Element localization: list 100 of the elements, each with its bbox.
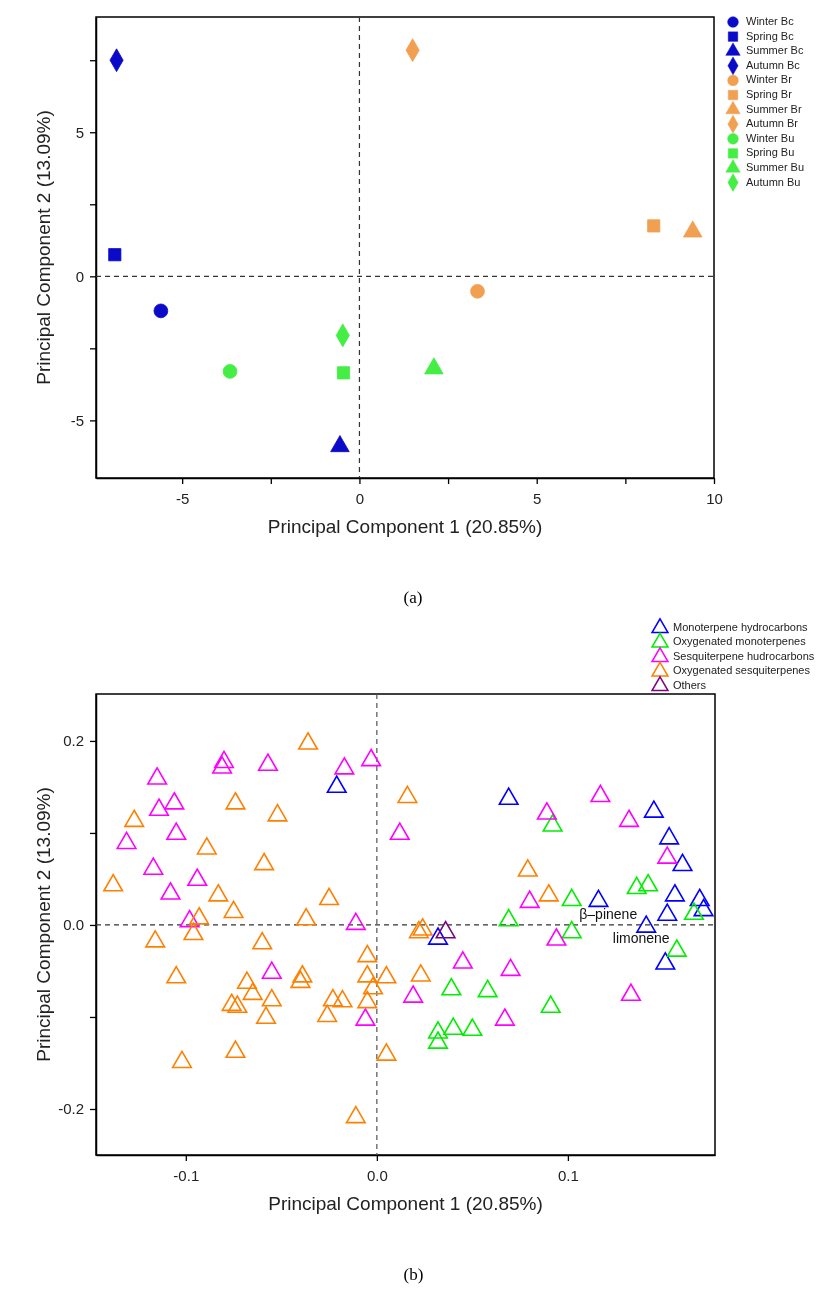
point bbox=[626, 876, 647, 895]
point bbox=[689, 888, 710, 907]
point bbox=[211, 756, 233, 774]
point bbox=[427, 1031, 449, 1049]
point bbox=[517, 859, 538, 877]
point bbox=[536, 802, 557, 820]
legend-label: Monoterpene hydrocarbons bbox=[673, 620, 809, 633]
point bbox=[427, 927, 449, 945]
point bbox=[620, 983, 642, 1002]
point bbox=[542, 814, 563, 832]
point bbox=[296, 907, 317, 926]
point bbox=[389, 822, 410, 841]
point bbox=[317, 1004, 338, 1023]
point bbox=[412, 918, 433, 936]
point bbox=[221, 993, 242, 1012]
point bbox=[179, 909, 200, 928]
legend-label: Spring Bc bbox=[746, 29, 795, 42]
point bbox=[357, 944, 378, 963]
x-axis-title: Principal Component 1 (20.85%) bbox=[267, 516, 543, 537]
point bbox=[148, 798, 170, 817]
point bbox=[590, 784, 611, 803]
point bbox=[397, 785, 418, 804]
legend-label: Spring Br bbox=[746, 87, 793, 100]
point bbox=[588, 889, 609, 908]
point bbox=[683, 902, 705, 921]
point bbox=[408, 920, 429, 939]
point bbox=[498, 908, 519, 927]
point bbox=[334, 756, 355, 775]
legend-label: Spring Bu bbox=[746, 146, 795, 159]
point bbox=[376, 965, 397, 984]
y-axis-title: Principal Component 2 (13.09%) bbox=[33, 787, 54, 1062]
point bbox=[693, 898, 714, 917]
point bbox=[261, 988, 282, 1007]
point bbox=[225, 1040, 246, 1059]
point bbox=[540, 995, 561, 1014]
y-tick-label: 5 bbox=[75, 123, 84, 141]
point bbox=[500, 958, 521, 977]
point bbox=[116, 831, 137, 850]
point bbox=[108, 248, 122, 262]
point bbox=[498, 787, 519, 806]
point bbox=[189, 906, 210, 925]
point bbox=[196, 837, 217, 855]
point bbox=[672, 853, 693, 872]
point bbox=[255, 1006, 277, 1025]
point bbox=[322, 988, 344, 1007]
point bbox=[160, 882, 181, 900]
point bbox=[561, 888, 582, 907]
point bbox=[267, 803, 288, 822]
text: (b) bbox=[403, 1265, 424, 1284]
x-tick-label: 0 bbox=[355, 489, 365, 507]
point bbox=[441, 977, 462, 996]
point bbox=[297, 732, 319, 750]
point bbox=[435, 920, 456, 939]
y-axis-title: Principal Component 2 (13.09%) bbox=[33, 110, 54, 385]
point bbox=[153, 303, 169, 319]
point bbox=[638, 873, 659, 892]
point bbox=[546, 928, 567, 946]
point bbox=[357, 990, 378, 1009]
point bbox=[332, 989, 353, 1008]
point bbox=[183, 922, 204, 941]
point bbox=[376, 1043, 397, 1061]
point bbox=[103, 873, 124, 892]
point bbox=[187, 868, 208, 887]
point bbox=[147, 767, 168, 785]
point bbox=[519, 890, 540, 909]
legend-label: Summer Br bbox=[746, 102, 802, 115]
point bbox=[257, 753, 279, 772]
y-tick-label: -5 bbox=[70, 411, 84, 429]
point bbox=[618, 809, 640, 828]
x-tick-label: -0.1 bbox=[173, 1166, 200, 1184]
point bbox=[462, 1018, 483, 1037]
legend-label: Winter Br bbox=[746, 73, 793, 86]
point bbox=[345, 1105, 366, 1124]
point bbox=[292, 964, 313, 983]
point bbox=[326, 775, 347, 794]
point bbox=[362, 976, 384, 995]
point bbox=[647, 219, 661, 233]
point bbox=[410, 964, 431, 982]
legend-label: Winter Bc bbox=[746, 14, 795, 27]
point bbox=[452, 951, 473, 969]
point bbox=[166, 965, 187, 984]
point bbox=[355, 1008, 376, 1026]
annotation: β–pinene bbox=[579, 905, 638, 922]
point bbox=[657, 846, 678, 864]
point bbox=[657, 903, 678, 922]
y-tick-label: 0.0 bbox=[63, 916, 84, 934]
legend-label: Autumn Bu bbox=[746, 175, 801, 188]
point bbox=[477, 979, 498, 998]
x-tick-label: 0.1 bbox=[557, 1166, 579, 1184]
legend-label: Summer Bu bbox=[746, 160, 805, 173]
legend-label: Summer Bc bbox=[746, 44, 804, 57]
point bbox=[664, 883, 685, 902]
point bbox=[494, 1008, 515, 1026]
point bbox=[318, 887, 340, 906]
legend-label: Autumn Bc bbox=[746, 58, 801, 71]
point bbox=[643, 800, 664, 818]
point bbox=[261, 961, 282, 979]
point bbox=[655, 952, 676, 970]
point bbox=[470, 284, 485, 299]
legend-label: Sesquiterpene hudrocarbons bbox=[673, 649, 815, 662]
